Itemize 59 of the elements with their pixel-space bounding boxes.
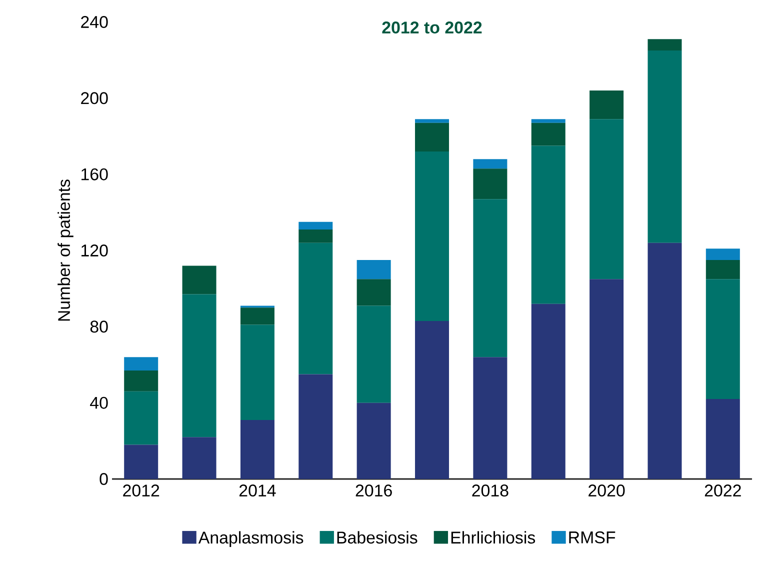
bar bbox=[648, 242, 682, 479]
bar bbox=[124, 357, 158, 370]
bar bbox=[590, 279, 624, 479]
y-tick-label: 240 bbox=[81, 16, 108, 28]
chart-title: 2012 to 2022 bbox=[382, 22, 482, 34]
y-tick-label: 200 bbox=[81, 92, 108, 104]
bar bbox=[473, 357, 508, 479]
y-tick-label: 160 bbox=[82, 168, 108, 180]
bar bbox=[240, 324, 274, 420]
legend-label: RMSF bbox=[569, 531, 616, 544]
x-tick-label: 2020 bbox=[588, 484, 625, 497]
bar bbox=[415, 119, 450, 123]
bar bbox=[415, 151, 450, 321]
x-tick-label: 2018 bbox=[472, 484, 508, 497]
bar bbox=[298, 374, 333, 479]
legend-label: Babesiosis bbox=[337, 531, 418, 544]
bar bbox=[240, 308, 274, 325]
legend-label: Anaplasmosis bbox=[198, 531, 304, 547]
bar bbox=[706, 279, 740, 400]
bar bbox=[473, 168, 508, 200]
bar bbox=[706, 260, 740, 280]
x-tick-label: 2014 bbox=[239, 484, 276, 497]
y-tick-label: 0 bbox=[100, 473, 108, 485]
legend-label: Ehrlichiosis bbox=[451, 531, 536, 544]
bar bbox=[182, 437, 216, 479]
bar bbox=[531, 119, 566, 123]
x-tick-label: 2022 bbox=[704, 484, 741, 497]
bar bbox=[473, 159, 508, 169]
bar bbox=[356, 402, 391, 479]
x-tick-label: 2012 bbox=[123, 484, 160, 497]
bar bbox=[590, 119, 624, 280]
bar bbox=[182, 266, 216, 294]
bar bbox=[298, 222, 333, 230]
bar bbox=[531, 122, 566, 146]
bar bbox=[240, 420, 274, 479]
bar bbox=[531, 304, 566, 479]
bar bbox=[590, 90, 624, 120]
y-tick-label: 120 bbox=[82, 244, 108, 256]
x-tick-label: 2016 bbox=[356, 484, 392, 497]
bar bbox=[124, 391, 158, 445]
bar bbox=[473, 199, 508, 358]
bar bbox=[298, 230, 333, 243]
bar bbox=[124, 444, 158, 479]
bar bbox=[531, 146, 566, 304]
y-tick-label: 80 bbox=[90, 320, 108, 333]
bar bbox=[415, 122, 450, 152]
y-tick-label: 40 bbox=[90, 396, 108, 409]
bar bbox=[648, 50, 682, 243]
bar bbox=[356, 260, 391, 280]
bar bbox=[182, 294, 216, 438]
bar bbox=[706, 248, 740, 260]
bar bbox=[415, 320, 450, 479]
bar bbox=[648, 39, 682, 51]
bar bbox=[356, 306, 391, 403]
bar bbox=[124, 370, 158, 392]
bar bbox=[298, 242, 333, 374]
bar bbox=[706, 399, 740, 479]
bar bbox=[356, 279, 391, 306]
y-axis-title: Number of patients bbox=[58, 180, 74, 321]
